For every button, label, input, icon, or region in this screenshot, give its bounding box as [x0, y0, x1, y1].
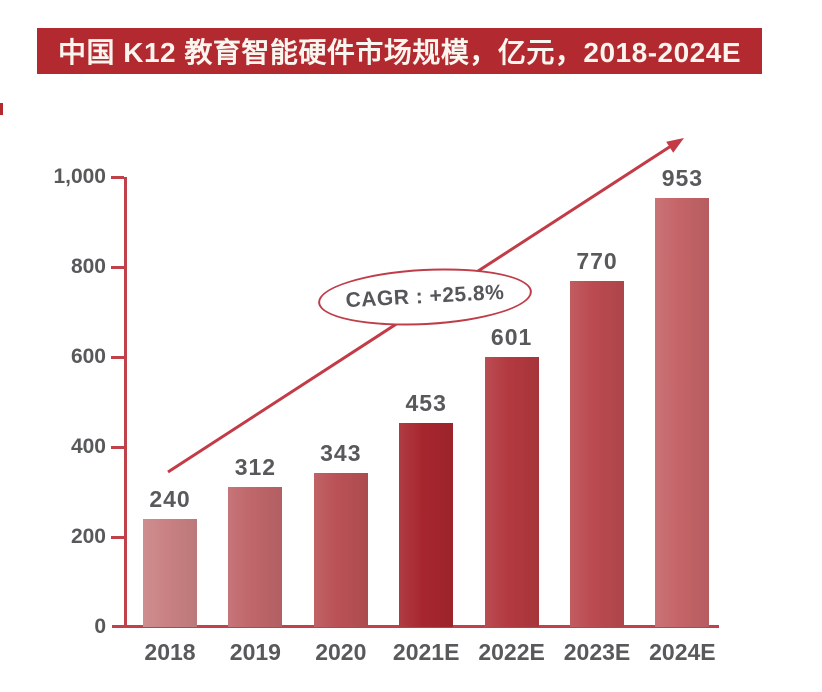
bar-value-2022E: 601: [490, 323, 533, 350]
bar-2020: [313, 472, 368, 627]
y-tick-200: [111, 535, 124, 539]
bar-2019: [228, 486, 283, 627]
x-axis-label-2021E: 2021E: [392, 639, 460, 665]
cagr-label: CAGR : +25.8%: [345, 280, 505, 313]
x-axis-label-2023E: 2023E: [563, 639, 631, 665]
y-axis-label-600: 600: [70, 345, 106, 368]
bar-2021E: [399, 423, 454, 627]
chart-title-banner: 中国 K12 教育智能硬件市场规模，亿元，2018-2024E: [37, 28, 762, 74]
y-axis-label-400: 400: [70, 435, 106, 458]
bar-2024E: [655, 198, 710, 627]
left-edge-mark: [0, 103, 3, 115]
bar-value-2021E: 453: [405, 390, 447, 417]
x-axis-label-2024E: 2024E: [649, 639, 716, 665]
y-tick-800: [111, 265, 124, 269]
x-axis-label-2020: 2020: [315, 639, 367, 665]
y-tick-1000: [111, 175, 124, 179]
y-tick-400: [111, 445, 124, 449]
y-axis-label-0: 0: [94, 615, 106, 638]
y-axis-label-200: 200: [70, 525, 106, 548]
y-axis-label-800: 800: [70, 255, 106, 278]
bar-value-2018: 240: [149, 486, 191, 512]
bar-value-2023E: 770: [576, 247, 618, 274]
y-tick-600: [111, 355, 124, 359]
x-axis-label-2018: 2018: [144, 639, 196, 665]
chart-title: 中国 K12 教育智能硬件市场规模，亿元，2018-2024E: [57, 37, 741, 68]
y-axis-label-1000: 1,000: [53, 165, 106, 188]
bar-2018: [143, 519, 197, 627]
x-axis-label-2022E: 2022E: [478, 639, 545, 665]
bar-2022E: [484, 356, 539, 627]
bar-value-2024E: 953: [661, 165, 704, 192]
y-axis-line: [124, 177, 127, 628]
bar-2023E: [570, 280, 624, 627]
bar-value-2020: 343: [320, 439, 362, 466]
x-axis-label-2019: 2019: [229, 639, 281, 665]
